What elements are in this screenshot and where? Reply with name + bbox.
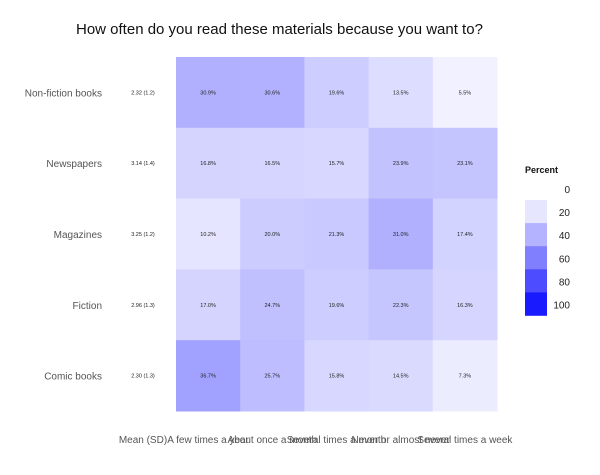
heatmap-cell [304, 127, 370, 200]
cell-value-label: 25.7% [264, 374, 280, 380]
row-label: Non-fiction books [25, 88, 102, 99]
cell-value-label: 13.5% [393, 90, 409, 96]
chart-title: How often do you read these materials be… [76, 21, 483, 38]
cell-value-label: 15.8% [329, 374, 345, 380]
mean-sd-header: Mean (SD) [119, 435, 167, 446]
heatmap-cell [304, 198, 370, 270]
row-label: Comic books [44, 372, 102, 383]
cell-value-label: 16.8% [200, 161, 216, 167]
mean-sd-label: 3.14 (1.4) [131, 161, 155, 167]
cell-value-label: 19.6% [329, 90, 345, 96]
cell-value-label: 15.7% [329, 161, 345, 167]
heatmap-cell [432, 198, 498, 270]
heatmap-cell [432, 127, 498, 200]
cell-value-label: 23.9% [393, 161, 409, 167]
mean-sd-label: 2.32 (1.2) [131, 90, 155, 96]
heatmap-cell [432, 57, 498, 129]
cell-value-label: 7.3% [459, 374, 472, 380]
cell-value-label: 19.6% [329, 303, 345, 309]
legend-color-swatch [525, 292, 547, 316]
column-label: A few times a year [167, 435, 249, 446]
legend-tick-label: 40 [559, 231, 571, 242]
heatmap-cell [176, 127, 241, 200]
cell-value-label: 22.3% [393, 303, 409, 309]
row-label: Fiction [73, 301, 102, 312]
column-label: Several times a month [287, 435, 387, 446]
heatmap-cell [432, 269, 498, 341]
heatmap-cell [304, 57, 370, 129]
column-label: About once a month [228, 435, 318, 446]
heatmap-cell [368, 340, 434, 412]
legend-title: Percent [525, 165, 558, 175]
heatmap-cell [240, 57, 305, 129]
mean-sd-label: 3.25 (1.2) [131, 232, 155, 238]
legend-color-swatch [525, 246, 547, 270]
cell-value-label: 14.5% [393, 374, 409, 380]
legend-color-swatch [525, 200, 547, 224]
cell-value-label: 17.4% [457, 232, 473, 238]
heatmap-cell [368, 127, 434, 200]
cell-value-label: 5.5% [459, 90, 472, 96]
cell-value-label: 23.1% [457, 161, 473, 167]
cell-value-label: 20.0% [264, 232, 280, 238]
mean-sd-label: 2.30 (1.3) [131, 374, 155, 380]
legend-color-swatch [525, 223, 547, 247]
heatmap-cell [304, 269, 370, 341]
heatmap-cell [240, 127, 305, 200]
cell-value-label: 10.2% [200, 232, 216, 238]
cell-value-label: 17.0% [200, 303, 216, 309]
cell-value-label: 30.9% [200, 90, 216, 96]
cell-value-label: 16.5% [264, 161, 280, 167]
heatmap-cell [176, 269, 241, 341]
row-label: Magazines [54, 230, 102, 241]
legend-tick-label: 0 [564, 185, 570, 196]
heatmap-cell [176, 198, 241, 270]
heatmap-cell [176, 57, 241, 129]
cell-value-label: 31.0% [393, 232, 409, 238]
heatmap-cell [368, 57, 434, 129]
heatmap-cell [240, 269, 305, 341]
heatmap-cell [432, 340, 498, 412]
cell-value-label: 16.3% [457, 303, 473, 309]
heatmap-cell [368, 269, 434, 341]
cell-value-label: 30.6% [264, 90, 280, 96]
heatmap-cell [240, 198, 305, 270]
column-label: Never or almost never [352, 435, 451, 446]
cell-value-label: 36.7% [200, 374, 216, 380]
legend-tick-label: 80 [559, 277, 571, 288]
heatmap-cell [368, 198, 434, 270]
legend-tick-label: 60 [559, 254, 571, 265]
heatmap-cell [304, 340, 370, 412]
cell-value-label: 24.7% [264, 303, 280, 309]
legend-tick-label: 20 [559, 208, 571, 219]
row-label: Newspapers [46, 159, 102, 170]
mean-sd-label: 2.96 (1.3) [131, 303, 155, 309]
heatmap-cell [240, 340, 305, 412]
legend-color-swatch [525, 269, 547, 293]
heatmap-cell [176, 340, 241, 412]
legend-tick-label: 100 [553, 301, 570, 312]
column-label: Several times a week [417, 435, 513, 446]
cell-value-label: 21.3% [329, 232, 345, 238]
